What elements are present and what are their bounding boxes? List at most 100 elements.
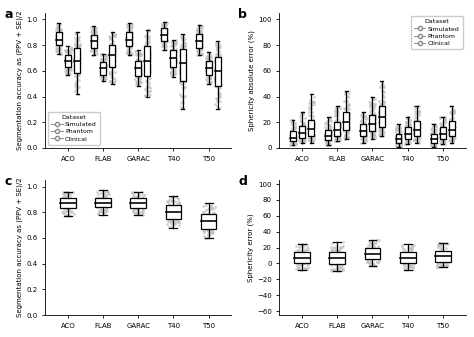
Point: [216, 83, 223, 88]
Point: [344, 126, 351, 131]
Point: [412, 136, 419, 142]
Point: [138, 206, 146, 211]
Point: [358, 114, 365, 120]
Point: [367, 116, 374, 121]
Point: [216, 57, 224, 62]
Point: [168, 59, 176, 64]
Point: [406, 131, 414, 136]
Point: [434, 243, 442, 248]
Point: [65, 63, 73, 68]
Point: [368, 255, 376, 260]
Point: [91, 38, 99, 43]
Point: [288, 125, 296, 130]
Point: [63, 47, 71, 53]
Point: [343, 98, 351, 104]
Point: [331, 123, 339, 128]
Point: [299, 257, 307, 262]
Point: [101, 71, 109, 76]
Point: [447, 132, 454, 138]
Point: [394, 132, 401, 137]
Point: [450, 125, 458, 130]
Point: [138, 196, 146, 202]
Point: [62, 61, 70, 66]
Point: [436, 256, 443, 261]
Point: [206, 223, 213, 229]
Point: [300, 120, 307, 125]
Point: [164, 213, 172, 219]
Point: [203, 227, 211, 233]
Point: [95, 201, 103, 206]
Point: [307, 134, 315, 140]
Point: [132, 79, 140, 84]
Point: [287, 130, 295, 136]
Point: [65, 197, 73, 203]
Point: [444, 256, 452, 262]
Point: [362, 128, 369, 133]
Point: [366, 262, 374, 267]
Point: [299, 256, 306, 261]
Point: [178, 78, 186, 83]
Point: [214, 67, 221, 72]
Point: [200, 219, 207, 225]
Point: [439, 132, 447, 138]
Point: [213, 51, 221, 57]
Point: [137, 58, 145, 63]
Point: [58, 39, 65, 44]
Point: [328, 241, 336, 246]
Point: [72, 57, 79, 63]
Point: [135, 73, 142, 79]
Point: [63, 56, 71, 62]
Point: [309, 99, 317, 104]
Point: [438, 128, 446, 134]
Point: [380, 119, 388, 124]
Point: [145, 39, 153, 45]
Point: [57, 34, 64, 39]
Point: [134, 71, 142, 77]
Point: [124, 35, 131, 41]
Point: [450, 122, 457, 127]
Point: [89, 43, 96, 49]
Point: [211, 59, 219, 65]
Point: [449, 136, 456, 141]
Point: [128, 38, 135, 43]
Point: [210, 217, 217, 223]
Point: [102, 65, 109, 70]
Point: [66, 54, 73, 59]
Point: [106, 55, 113, 61]
Point: [436, 131, 444, 136]
Point: [141, 56, 149, 61]
Point: [292, 132, 299, 138]
Point: [134, 75, 142, 81]
Point: [306, 137, 313, 142]
Point: [438, 259, 445, 264]
Point: [449, 137, 457, 142]
Point: [208, 218, 216, 223]
Point: [402, 251, 410, 256]
Point: [429, 132, 437, 137]
Point: [336, 105, 344, 110]
Point: [101, 61, 109, 67]
Point: [440, 135, 447, 141]
Point: [357, 124, 365, 129]
Point: [75, 50, 82, 55]
Point: [107, 47, 114, 53]
Point: [415, 139, 423, 144]
Point: [397, 141, 404, 146]
Point: [293, 259, 301, 265]
Point: [340, 113, 348, 118]
Point: [414, 132, 422, 137]
Point: [345, 120, 353, 126]
Point: [164, 222, 171, 227]
Point: [144, 71, 152, 76]
Point: [310, 134, 318, 139]
Point: [95, 208, 103, 213]
Point: [368, 245, 375, 250]
Point: [193, 27, 201, 32]
Point: [368, 121, 375, 126]
Point: [369, 112, 376, 117]
Point: [142, 38, 150, 43]
Point: [133, 195, 141, 201]
Point: [431, 129, 438, 134]
Point: [111, 31, 118, 37]
Point: [429, 137, 437, 143]
